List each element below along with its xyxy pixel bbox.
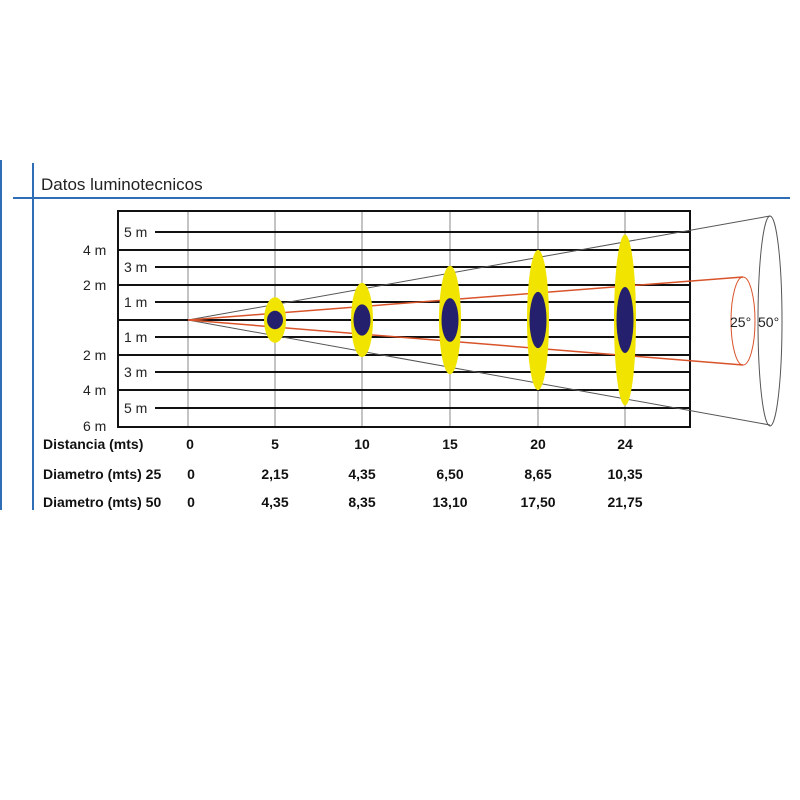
table-cell: 15 [442,436,458,452]
table-cell: 6,50 [436,466,464,482]
scale-inner-label: 1 m [124,294,147,310]
scale-inner-label: 3 m [124,364,147,380]
table-row-label: Diametro (mts) 25 [43,466,162,482]
light-spot-inner [353,304,371,336]
angle-label-25: 25° [730,314,751,330]
light-spot-inner [267,310,283,330]
table-cell: 0 [187,466,195,482]
light-spot-inner [616,286,634,354]
table-row-label: Diametro (mts) 50 [43,494,162,510]
table-cell: 24 [617,436,633,452]
table-cell: 8,65 [524,466,552,482]
table-cell: 0 [186,436,194,452]
table-cell: 4,35 [261,494,289,510]
light-spot-inner [441,298,459,342]
section-title: Datos luminotecnicos [41,175,203,194]
table-cell: 20 [530,436,546,452]
table-cell: 4,35 [348,466,376,482]
scale-inner-label: 1 m [124,329,147,345]
beam-50-end [757,215,783,427]
table-row-label: Distancia (mts) [43,436,144,452]
beam-50-top [187,215,771,321]
scale-inner-label: 5 m [124,224,147,240]
section-horizontal-rule [13,197,790,199]
scale-outer-label: 6 m [83,418,106,434]
table-cell: 13,10 [432,494,468,510]
table-cell: 21,75 [607,494,643,510]
scale-outer-label: 4 m [83,242,106,258]
table-cell: 10 [354,436,370,452]
table-cell: 8,35 [348,494,376,510]
scale-outer-label: 4 m [83,382,106,398]
left-edge-line [0,160,2,510]
table-cell: 2,15 [261,466,289,482]
light-spot-inner [529,291,547,349]
angle-label-50: 50° [758,314,779,330]
section-vertical-rule [32,163,34,510]
scale-inner-label: 5 m [124,400,147,416]
table-cell: 10,35 [607,466,643,482]
scale-inner-label: 3 m [124,259,147,275]
beam-25-end [730,276,756,366]
table-cell: 17,50 [520,494,556,510]
chart-frame [117,210,691,428]
table-cell: 0 [187,494,195,510]
scale-outer-label: 2 m [83,277,106,293]
scale-outer-label: 2 m [83,347,106,363]
table-cell: 5 [271,436,279,452]
beam-50-bottom [187,319,771,426]
